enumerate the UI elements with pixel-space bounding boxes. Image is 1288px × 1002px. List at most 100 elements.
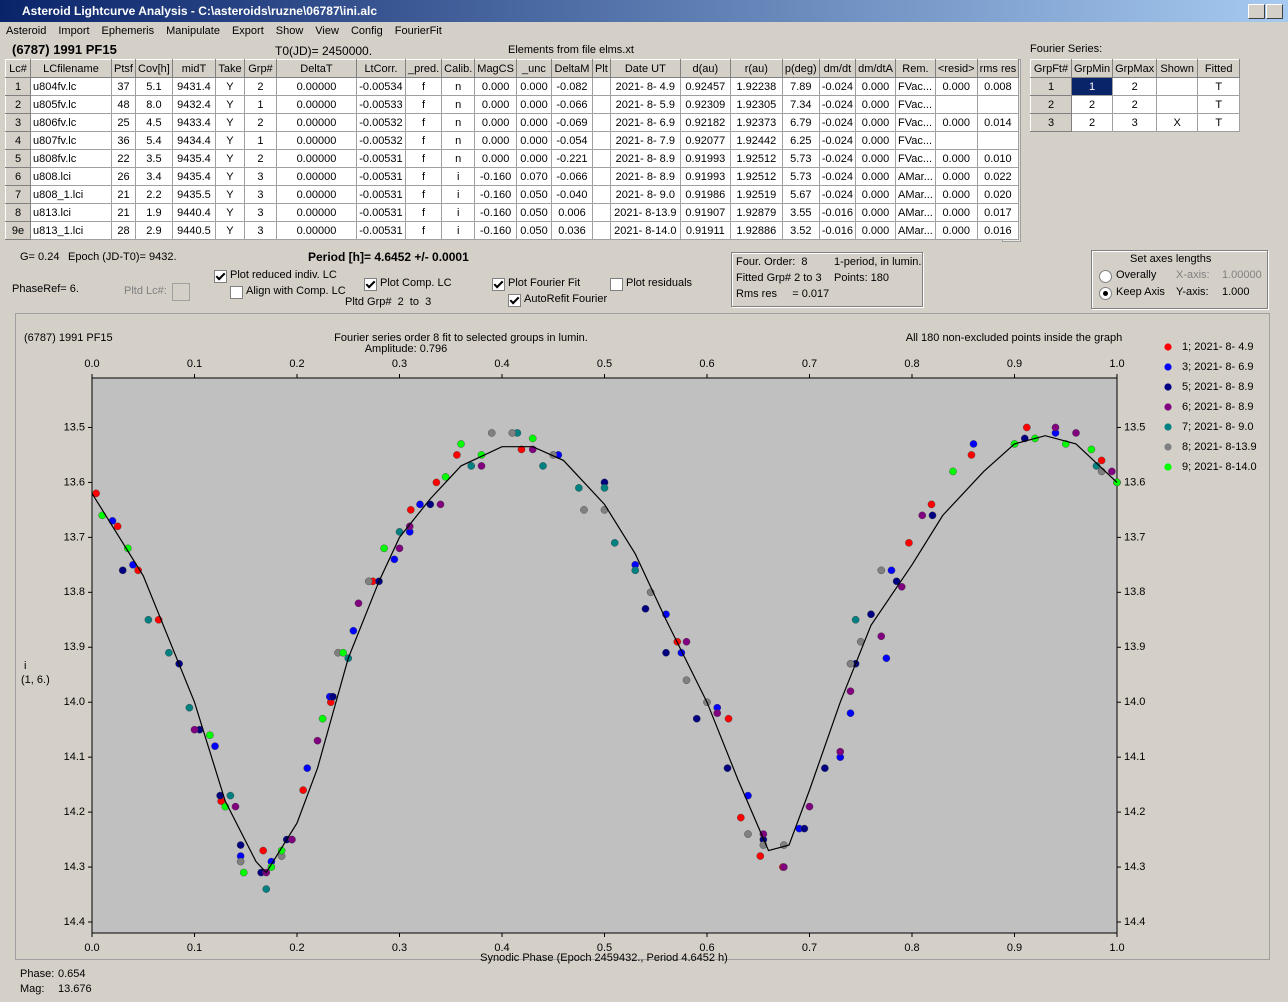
table-cell[interactable]: 0.000: [474, 113, 517, 132]
table-cell[interactable]: n: [441, 77, 476, 96]
table-cell[interactable]: 1.92886: [729, 221, 783, 240]
menu-item[interactable]: Ephemeris: [101, 25, 155, 37]
table-cell[interactable]: 3: [243, 203, 277, 222]
table-cell[interactable]: 22: [111, 149, 136, 168]
table-cell[interactable]: 0.000: [855, 95, 897, 114]
menu-item[interactable]: Config: [350, 25, 383, 37]
table-cell[interactable]: -0.054: [550, 131, 593, 150]
table-cell[interactable]: 2021- 8- 8.9: [609, 149, 681, 168]
table-cell[interactable]: f: [404, 185, 443, 204]
table-cell[interactable]: 2: [1112, 77, 1158, 96]
menu-item[interactable]: Show: [275, 25, 304, 37]
table-cell[interactable]: FVac...: [895, 77, 936, 96]
table-cell[interactable]: -0.024: [818, 149, 857, 168]
checkbox[interactable]: [492, 278, 505, 291]
table-cell[interactable]: 1.92512: [729, 149, 783, 168]
table-cell[interactable]: i: [441, 203, 476, 222]
table-cell[interactable]: u813_1.lci: [30, 221, 112, 240]
table-cell[interactable]: 21: [111, 185, 136, 204]
table-cell[interactable]: 0.000: [855, 221, 897, 240]
table-cell[interactable]: i: [441, 185, 476, 204]
table-cell[interactable]: 26: [111, 167, 136, 186]
radio-label[interactable]: Overally: [1116, 269, 1157, 281]
table-cell[interactable]: -0.00531: [355, 167, 406, 186]
table-cell[interactable]: n: [441, 95, 476, 114]
table-cell[interactable]: 2021- 8- 8.9: [609, 167, 681, 186]
table-cell[interactable]: FVac...: [895, 149, 936, 168]
row-header[interactable]: 2: [1030, 95, 1072, 114]
table-cell[interactable]: 3.5: [134, 149, 173, 168]
table-cell[interactable]: 0.000: [934, 77, 978, 96]
table-cell[interactable]: [976, 131, 1020, 150]
table-cell[interactable]: 9433.4: [171, 113, 216, 132]
table-cell[interactable]: -0.024: [818, 131, 857, 150]
table-cell[interactable]: -0.160: [474, 185, 517, 204]
table-cell[interactable]: T: [1197, 95, 1241, 114]
table-cell[interactable]: -0.024: [818, 77, 857, 96]
table-cell[interactable]: [591, 131, 611, 150]
table-cell[interactable]: 3.52: [781, 221, 820, 240]
table-cell[interactable]: 5.1: [134, 77, 173, 96]
checkbox-label[interactable]: Plot Comp. LC: [380, 277, 452, 289]
table-cell[interactable]: 0.00000: [275, 221, 357, 240]
table-cell[interactable]: 0.000: [855, 131, 897, 150]
table-cell[interactable]: Y: [214, 77, 245, 96]
table-cell[interactable]: 2.9: [134, 221, 173, 240]
table-cell[interactable]: 28: [111, 221, 136, 240]
table-cell[interactable]: 2: [1070, 113, 1114, 132]
table-cell[interactable]: 3.4: [134, 167, 173, 186]
table-cell[interactable]: 0.022: [976, 167, 1020, 186]
table-cell[interactable]: 6.79: [781, 113, 820, 132]
table-cell[interactable]: -0.040: [550, 185, 593, 204]
table-cell[interactable]: 7.89: [781, 77, 820, 96]
row-header[interactable]: 2: [5, 95, 31, 114]
table-cell[interactable]: 0.006: [550, 203, 593, 222]
table-cell[interactable]: 5.4: [134, 131, 173, 150]
table-cell[interactable]: 0.000: [934, 203, 978, 222]
table-cell[interactable]: 0.000: [934, 221, 978, 240]
table-cell[interactable]: [976, 95, 1020, 114]
table-cell[interactable]: 0.000: [855, 77, 897, 96]
table-cell[interactable]: FVac...: [895, 131, 936, 150]
table-cell[interactable]: 2021- 8-14.0: [609, 221, 681, 240]
table-cell[interactable]: -0.160: [474, 167, 517, 186]
table-cell[interactable]: 9435.5: [171, 185, 216, 204]
table-cell[interactable]: 5.73: [781, 149, 820, 168]
table-cell[interactable]: X: [1156, 113, 1199, 132]
table-cell[interactable]: f: [404, 95, 443, 114]
table-cell[interactable]: [591, 185, 611, 204]
table-cell[interactable]: 2.2: [134, 185, 173, 204]
table-cell[interactable]: -0.024: [818, 113, 857, 132]
row-header[interactable]: 5: [5, 149, 31, 168]
table-cell[interactable]: u805fv.lc: [30, 95, 112, 114]
table-cell[interactable]: 1: [1070, 77, 1114, 96]
table-cell[interactable]: 2: [1070, 95, 1114, 114]
table-cell[interactable]: 2021- 8- 5.9: [609, 95, 681, 114]
menu-item[interactable]: FourierFit: [394, 25, 442, 37]
checkbox[interactable]: [364, 278, 377, 291]
table-cell[interactable]: 37: [111, 77, 136, 96]
table-cell[interactable]: 3: [243, 185, 277, 204]
table-cell[interactable]: 7.34: [781, 95, 820, 114]
table-cell[interactable]: 2: [243, 149, 277, 168]
checkbox-label[interactable]: Plot residuals: [626, 277, 693, 289]
table-cell[interactable]: T: [1197, 77, 1241, 96]
table-cell[interactable]: 3.55: [781, 203, 820, 222]
table-cell[interactable]: 48: [111, 95, 136, 114]
table-cell[interactable]: 0.000: [855, 113, 897, 132]
table-cell[interactable]: 0.91993: [679, 167, 731, 186]
row-header[interactable]: 1: [1030, 77, 1072, 96]
table-cell[interactable]: 0.036: [550, 221, 593, 240]
table-cell[interactable]: -0.00531: [355, 149, 406, 168]
checkbox-label[interactable]: Plot Fourier Fit: [508, 277, 581, 289]
table-cell[interactable]: [591, 77, 611, 96]
table-cell[interactable]: [591, 167, 611, 186]
table-cell[interactable]: 0.92077: [679, 131, 731, 150]
table-cell[interactable]: -0.066: [550, 95, 593, 114]
checkbox[interactable]: [214, 270, 227, 283]
table-cell[interactable]: [1156, 95, 1199, 114]
table-cell[interactable]: 5.67: [781, 185, 820, 204]
table-cell[interactable]: 0.91911: [679, 221, 731, 240]
table-cell[interactable]: -0.024: [818, 185, 857, 204]
table-cell[interactable]: 0.070: [515, 167, 552, 186]
